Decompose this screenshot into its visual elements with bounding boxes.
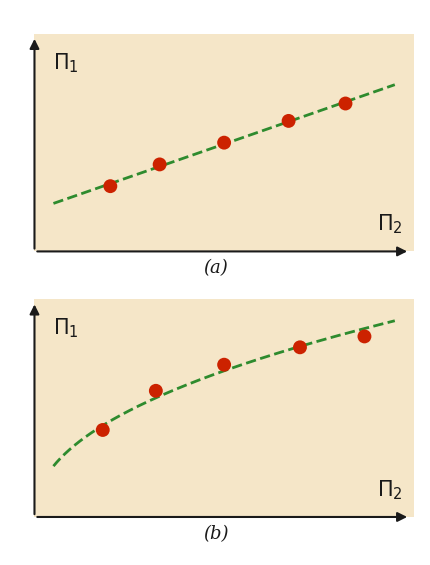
Text: $\Pi_1$: $\Pi_1$: [53, 317, 79, 341]
Point: [107, 181, 114, 190]
Point: [360, 332, 367, 341]
Point: [296, 343, 303, 352]
Text: $\Pi_2$: $\Pi_2$: [376, 478, 402, 502]
Point: [341, 99, 348, 108]
Text: $\Pi_2$: $\Pi_2$: [376, 212, 402, 236]
Text: (b): (b): [202, 525, 228, 543]
Point: [285, 116, 292, 125]
Text: $\Pi_1$: $\Pi_1$: [53, 51, 79, 75]
Point: [220, 360, 227, 370]
Point: [156, 160, 163, 169]
Text: (a): (a): [203, 259, 227, 277]
Point: [152, 386, 159, 396]
Point: [220, 138, 227, 147]
Point: [99, 425, 106, 434]
